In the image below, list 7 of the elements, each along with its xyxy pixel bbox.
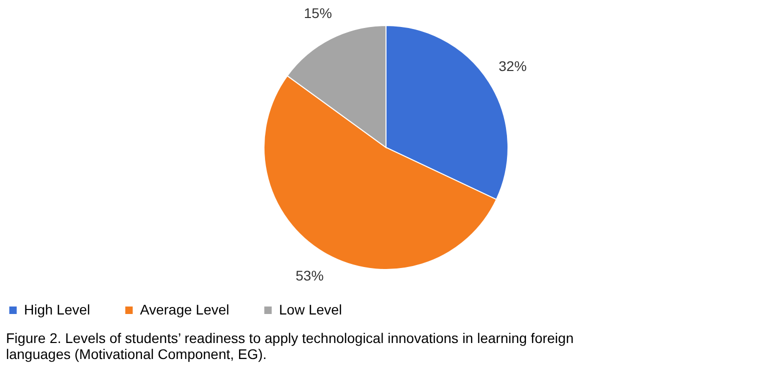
data-label: 53% [296,268,324,284]
legend-label: Average Level [140,301,230,318]
data-label: 32% [498,58,527,74]
caption: Figure 2. Levels of students’ readiness to apply technological innovations in learning foreign languages (Motivational Component, EG). [6,330,574,362]
data-label: 15% [304,4,332,21]
legend-label: Low Level [279,301,342,318]
legend-label: High Level [24,301,90,318]
